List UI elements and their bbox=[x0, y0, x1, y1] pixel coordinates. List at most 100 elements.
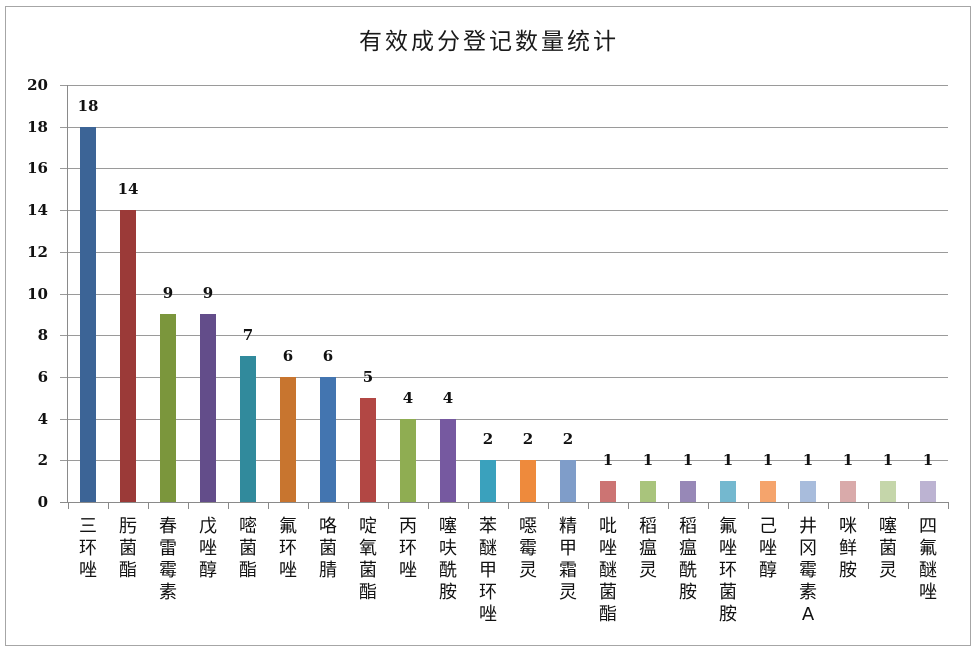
x-label-char: 戊 bbox=[199, 516, 217, 537]
x-tick bbox=[908, 502, 909, 509]
x-label-char: 瘟 bbox=[679, 538, 697, 559]
x-tick bbox=[108, 502, 109, 509]
x-label-char: 素 bbox=[799, 582, 817, 603]
gridline bbox=[60, 210, 948, 211]
x-category-label: 四氟醚唑 bbox=[908, 516, 948, 604]
bar bbox=[160, 314, 176, 502]
x-label-char: 醚 bbox=[599, 560, 617, 581]
x-label-char: 噁 bbox=[519, 516, 537, 537]
bar bbox=[280, 377, 296, 502]
data-label: 7 bbox=[242, 326, 254, 344]
x-label-char: 酯 bbox=[119, 560, 137, 581]
x-label-char: 唑 bbox=[199, 538, 217, 559]
data-label: 1 bbox=[682, 451, 694, 469]
x-tick bbox=[628, 502, 629, 509]
x-label-char: 灵 bbox=[639, 560, 657, 581]
x-label-char: 吡 bbox=[599, 516, 617, 537]
x-label-char: 霜 bbox=[559, 560, 577, 581]
data-label: 14 bbox=[117, 180, 139, 198]
bar bbox=[640, 481, 656, 502]
x-label-char: 鲜 bbox=[839, 538, 857, 559]
bar bbox=[480, 460, 496, 502]
x-label-char: 菌 bbox=[239, 538, 257, 559]
x-label-char: 醚 bbox=[919, 560, 937, 581]
x-label-char: 环 bbox=[79, 538, 97, 559]
x-label-char: 醇 bbox=[759, 560, 777, 581]
x-tick bbox=[308, 502, 309, 509]
y-tick-label: 6 bbox=[37, 368, 48, 386]
gridline bbox=[60, 127, 948, 128]
data-label: 1 bbox=[722, 451, 734, 469]
x-category-label: 咪鲜胺 bbox=[828, 516, 868, 582]
x-category-label: 噻呋酰胺 bbox=[428, 516, 468, 604]
x-tick bbox=[468, 502, 469, 509]
x-label-char: 菌 bbox=[319, 538, 337, 559]
x-label-char: 环 bbox=[279, 538, 297, 559]
x-label-char: 菌 bbox=[719, 582, 737, 603]
x-category-label: 氟环唑 bbox=[268, 516, 308, 582]
x-label-char: 三 bbox=[79, 516, 97, 537]
x-label-char: 氧 bbox=[359, 538, 377, 559]
x-label-char: 氟 bbox=[279, 516, 297, 537]
bar bbox=[320, 377, 336, 502]
data-label: 1 bbox=[842, 451, 854, 469]
y-tick-label: 14 bbox=[27, 201, 48, 219]
x-tick bbox=[828, 502, 829, 509]
data-label: 1 bbox=[642, 451, 654, 469]
x-label-char: 唑 bbox=[479, 604, 497, 625]
x-label-char: 唑 bbox=[719, 538, 737, 559]
x-tick bbox=[508, 502, 509, 509]
x-label-char: 霉 bbox=[799, 560, 817, 581]
x-label-char: 肟 bbox=[119, 516, 137, 537]
bar bbox=[120, 210, 136, 502]
x-label-char: 四 bbox=[919, 516, 937, 537]
bar bbox=[400, 419, 416, 502]
x-label-char: 唑 bbox=[919, 582, 937, 603]
x-category-label: 戊唑醇 bbox=[188, 516, 228, 582]
x-label-char: 霉 bbox=[159, 560, 177, 581]
x-tick bbox=[348, 502, 349, 509]
x-label-char: 唑 bbox=[79, 560, 97, 581]
y-tick-label: 2 bbox=[37, 451, 48, 469]
data-label: 4 bbox=[402, 389, 414, 407]
gridline bbox=[60, 377, 948, 378]
x-category-label: 氟唑环菌胺 bbox=[708, 516, 748, 626]
bar bbox=[600, 481, 616, 502]
x-tick bbox=[588, 502, 589, 509]
y-tick-label: 4 bbox=[37, 410, 48, 428]
x-tick bbox=[188, 502, 189, 509]
x-label-char: 灵 bbox=[559, 582, 577, 603]
x-label-char: 灵 bbox=[519, 560, 537, 581]
data-label: 4 bbox=[442, 389, 454, 407]
bar bbox=[360, 398, 376, 502]
data-label: 1 bbox=[602, 451, 614, 469]
x-label-char: 啶 bbox=[359, 516, 377, 537]
x-tick bbox=[148, 502, 149, 509]
x-label-char: 雷 bbox=[159, 538, 177, 559]
x-tick bbox=[948, 502, 949, 509]
bar bbox=[680, 481, 696, 502]
x-label-char: 甲 bbox=[479, 560, 497, 581]
x-category-label: 丙环唑 bbox=[388, 516, 428, 582]
x-category-label: 苯醚甲环唑 bbox=[468, 516, 508, 626]
x-label-char: 己 bbox=[759, 516, 777, 537]
x-label-char: 环 bbox=[479, 582, 497, 603]
x-label-char: 环 bbox=[399, 538, 417, 559]
x-label-char: 氟 bbox=[719, 516, 737, 537]
x-label-char: 醇 bbox=[199, 560, 217, 581]
gridline bbox=[60, 460, 948, 461]
x-label-char: 噻 bbox=[439, 516, 457, 537]
x-label-char: 氟 bbox=[919, 538, 937, 559]
x-label-char: 春 bbox=[159, 516, 177, 537]
x-category-label: 嘧菌酯 bbox=[228, 516, 268, 582]
x-label-char: 嘧 bbox=[239, 516, 257, 537]
x-category-label: 三环唑 bbox=[68, 516, 108, 582]
x-category-label: 噁霉灵 bbox=[508, 516, 548, 582]
x-label-char: 噻 bbox=[879, 516, 897, 537]
bar bbox=[760, 481, 776, 502]
y-tick-label: 16 bbox=[27, 159, 48, 177]
x-label-char: 唑 bbox=[279, 560, 297, 581]
x-label-char: 酯 bbox=[599, 604, 617, 625]
